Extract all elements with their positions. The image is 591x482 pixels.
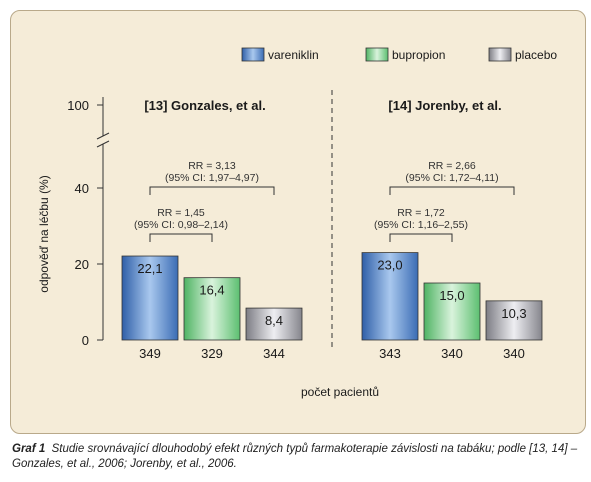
x-axis-label: počet pacientů	[301, 385, 379, 399]
patient-count-label: 340	[503, 346, 525, 361]
y-tick-label: 0	[82, 333, 89, 348]
rr-bracket: RR = 1,72(95% CI: 1,16–2,55)	[374, 207, 468, 242]
bar-value-label: 23,0	[377, 258, 402, 273]
group-1: [13] Gonzales, et al. 22,1 349 16,4 329 8,4 34…	[121, 98, 303, 361]
rr-label: RR = 3,13	[188, 160, 236, 172]
group-title: [13] Gonzales, et al.	[144, 98, 265, 113]
y-axis: 0 20 40 100 odpověď na léčbu (%) počet pacien…	[37, 90, 379, 399]
ci-label: (95% CI: 1,16–2,55)	[374, 219, 468, 231]
bar-value-label: 22,1	[137, 261, 162, 276]
figure-caption: Graf 1 Studie srovnávající dlouhodobý ef…	[12, 442, 582, 472]
caption-label: Graf 1	[12, 443, 46, 455]
y-tick-label: 20	[75, 257, 89, 272]
group-title: [14] Jorenby, et al.	[388, 98, 501, 113]
ci-label: (95% CI: 1,97–4,97)	[165, 172, 259, 184]
legend-label-bupropion: bupropion	[392, 48, 445, 62]
bar-value-label: 8,4	[265, 313, 283, 328]
legend-label-placebo: placebo	[515, 48, 557, 62]
bar-value-label: 16,4	[199, 283, 224, 298]
bracket-line	[389, 233, 453, 242]
rr-label: RR = 1,45	[157, 207, 205, 219]
patient-count-label: 343	[379, 346, 401, 361]
rr-bracket: RR = 2,66(95% CI: 1,72–4,11)	[389, 160, 515, 195]
bar-placebo	[245, 307, 303, 341]
legend-swatch-vareniklin	[241, 47, 265, 62]
bar-vareniklin	[121, 255, 179, 341]
bar-bupropion	[183, 277, 241, 341]
y-tick-label: 40	[75, 181, 89, 196]
legend: vareniklin bupropion placebo	[241, 47, 557, 62]
legend-label-vareniklin: vareniklin	[268, 48, 319, 62]
bar-value-label: 15,0	[439, 288, 464, 303]
legend-swatch-placebo	[488, 47, 512, 62]
bar-value-label: 10,3	[501, 306, 526, 321]
y-tick-label: 100	[67, 98, 89, 113]
bracket-line	[389, 186, 515, 195]
bar-chart: vareniklin bupropion placebo 0 20 40 100 odpov…	[37, 47, 557, 399]
rr-label: RR = 2,66	[428, 160, 476, 172]
bracket-line	[149, 186, 275, 195]
rr-bracket: RR = 1,45(95% CI: 0,98–2,14)	[134, 207, 228, 242]
axis-break-mark	[96, 140, 110, 148]
y-axis-label: odpověď na léčbu (%)	[37, 175, 51, 292]
bar-groups: [13] Gonzales, et al. 22,1 349 16,4 329 8,4 34…	[121, 98, 543, 361]
patient-count-label: 349	[139, 346, 161, 361]
bar-placebo	[485, 300, 543, 341]
legend-item-bupropion: bupropion	[365, 47, 445, 62]
legend-item-vareniklin: vareniklin	[241, 47, 319, 62]
bar-vareniklin	[361, 252, 419, 341]
legend-item-placebo: placebo	[488, 47, 557, 62]
group-2: [14] Jorenby, et al. 23,0 343 15,0 340 10,3 34…	[361, 98, 543, 361]
legend-swatch-bupropion	[365, 47, 389, 62]
patient-count-label: 329	[201, 346, 223, 361]
bar-bupropion	[423, 282, 481, 341]
rr-label: RR = 1,72	[397, 207, 445, 219]
ci-label: (95% CI: 1,72–4,11)	[405, 172, 498, 184]
axis-break-mark	[96, 132, 110, 140]
rr-bracket: RR = 3,13(95% CI: 1,97–4,97)	[149, 160, 275, 195]
patient-count-label: 344	[263, 346, 285, 361]
patient-count-label: 340	[441, 346, 463, 361]
chart-panel	[10, 10, 586, 434]
ci-label: (95% CI: 0,98–2,14)	[134, 219, 228, 231]
caption-text: Studie srovnávající dlouhodobý efekt růz…	[12, 443, 578, 470]
bracket-line	[149, 233, 213, 242]
